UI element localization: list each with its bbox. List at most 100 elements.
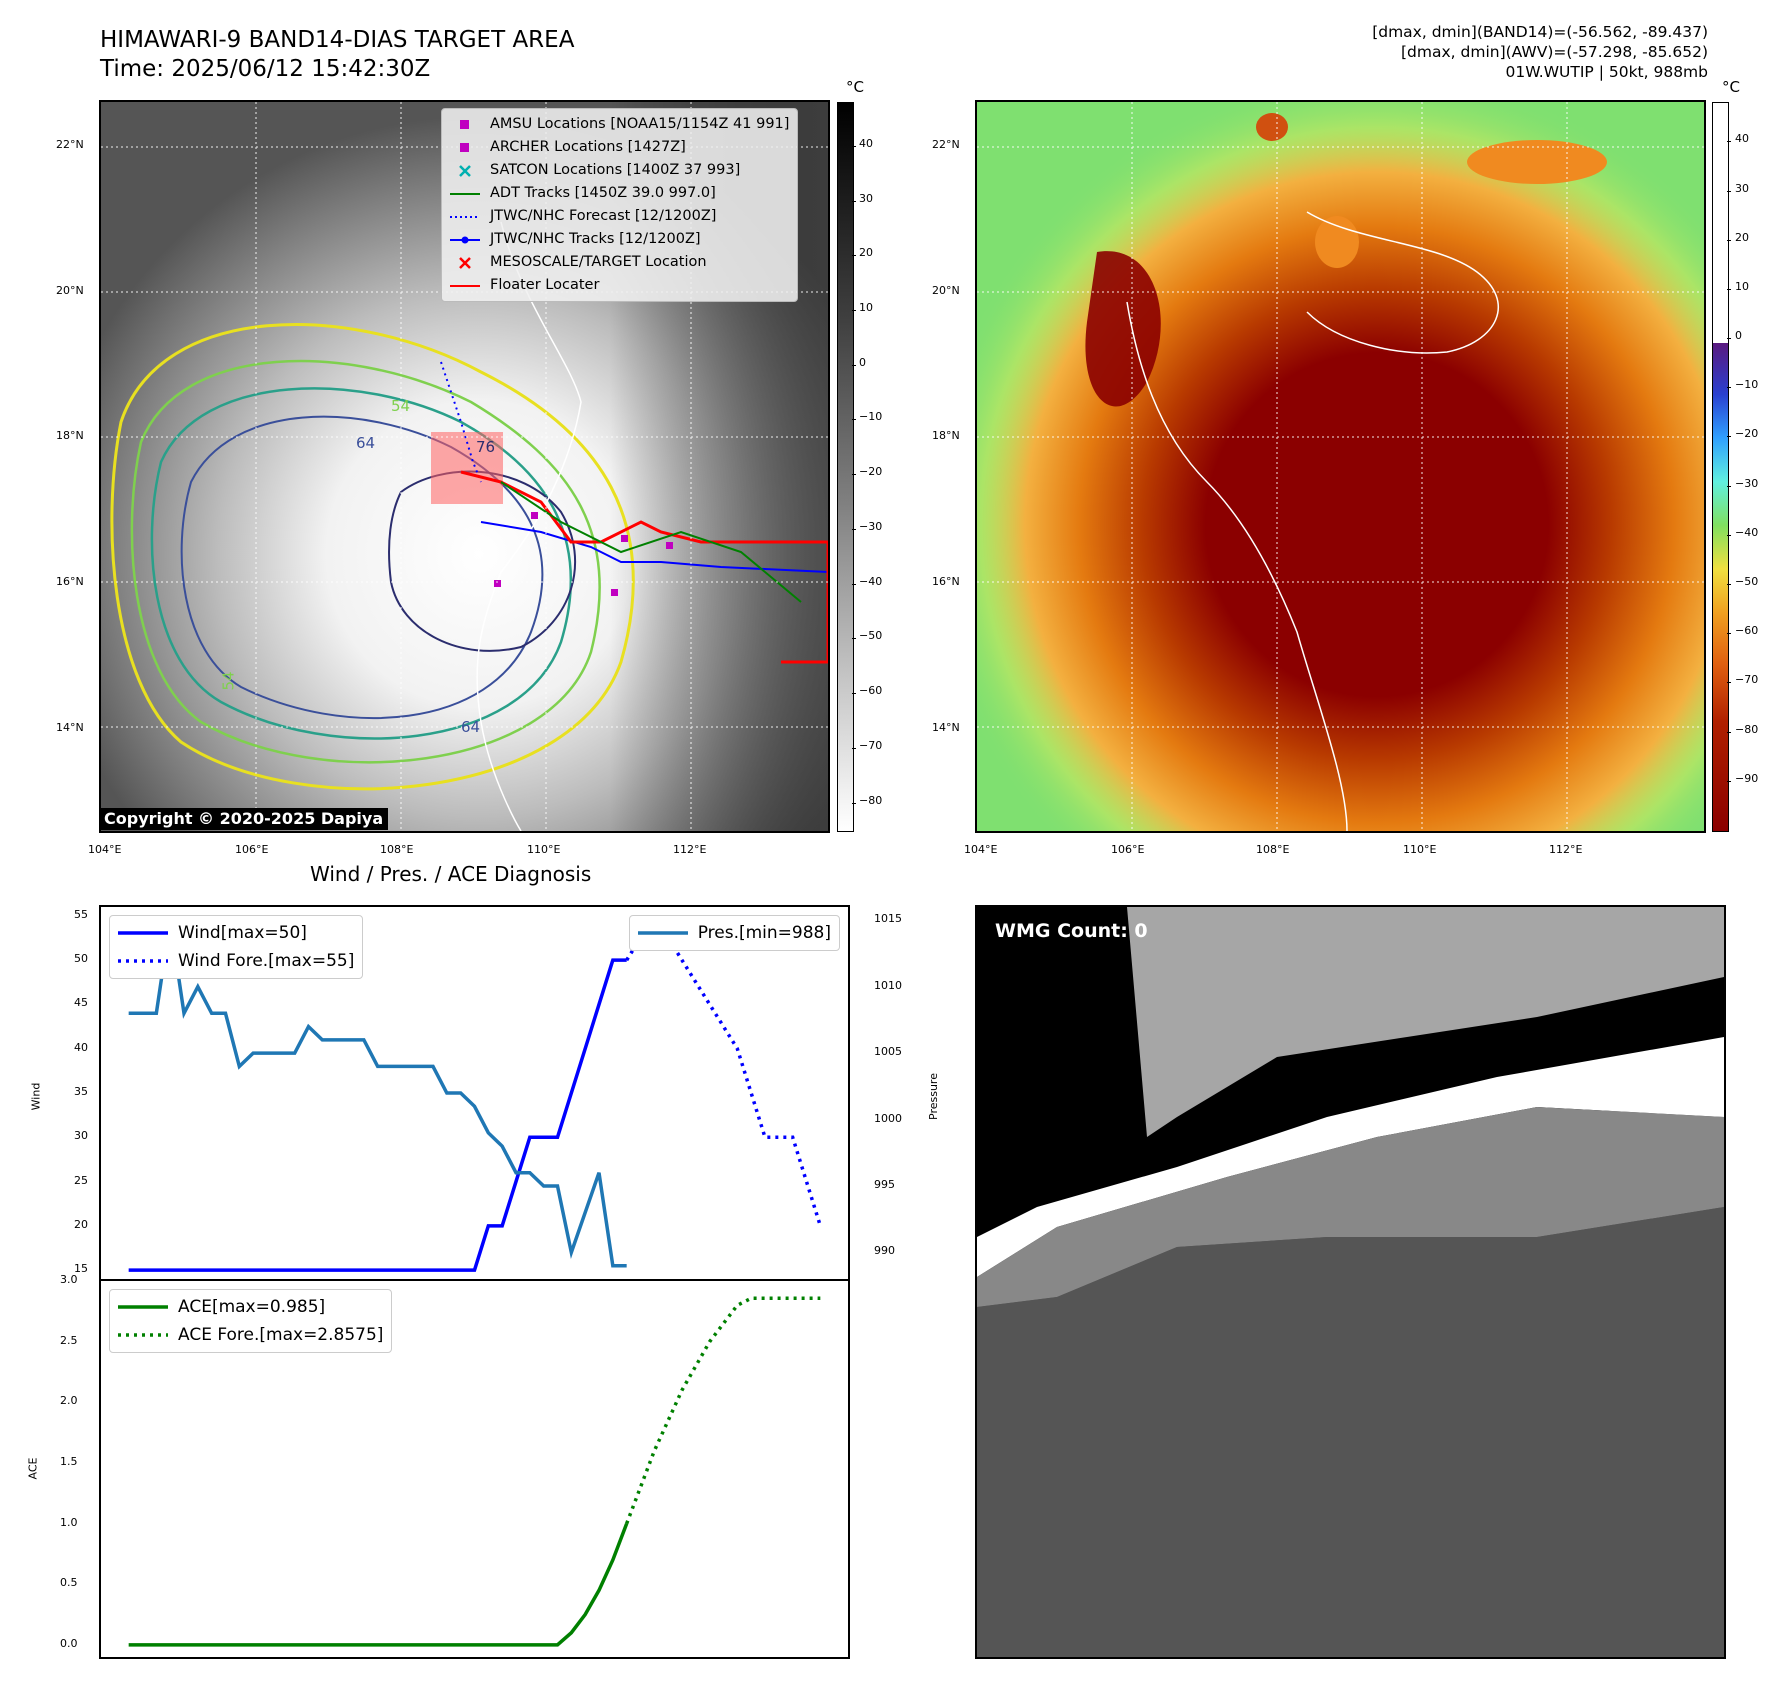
colorbar-tick xyxy=(1727,534,1731,536)
wind-tick-label: 45 xyxy=(74,996,88,1010)
colorbar-tick xyxy=(852,474,856,476)
info-line-1: [dmax, dmin](BAND14)=(-56.562, -89.437) xyxy=(1372,23,1708,41)
legend-item: Wind Fore.[max=55] xyxy=(118,947,354,975)
blue-dotted-line-icon xyxy=(118,951,168,971)
wind-tick-label: 55 xyxy=(74,907,88,921)
steelblue-line-icon xyxy=(637,923,688,943)
pressure-tick-label: 1010 xyxy=(874,978,902,992)
colorbar-tick-label: −70 xyxy=(859,738,883,752)
lat-label: 22°N xyxy=(56,138,84,151)
blue-line-icon xyxy=(118,923,168,943)
lat-label: 20°N xyxy=(932,284,960,297)
colorbar-tick-label: 10 xyxy=(1735,279,1749,293)
legend-item: Wind[max=50] xyxy=(118,919,354,947)
legend-item: ARCHER Locations [1427Z] xyxy=(450,136,789,159)
info-line-2: [dmax, dmin](AWV)=(-57.298, -85.652) xyxy=(1401,43,1708,61)
colorbar-tick xyxy=(1727,141,1731,143)
ir-colorbar xyxy=(837,102,854,832)
legend-item: JTWC/NHC Tracks [12/1200Z] xyxy=(450,228,789,251)
pressure-axis-label: Pressure xyxy=(926,1073,940,1120)
legend-item: ADT Tracks [1450Z 39.0 997.0] xyxy=(450,182,789,205)
colorbar-tick xyxy=(1727,633,1731,635)
lon-label: 104°E xyxy=(964,843,998,856)
legend-item: ACE[max=0.985] xyxy=(118,1293,383,1321)
colorbar-tick xyxy=(1727,338,1731,340)
series-line-2 xyxy=(128,920,627,1268)
wmg-count-label: WMG Count: 0 xyxy=(995,920,1148,942)
storm-info: [dmax, dmin](BAND14)=(-56.562, -89.437) … xyxy=(1372,22,1708,82)
magenta-square-icon xyxy=(450,138,480,158)
ir-map-panel: 54 64 76 54 64 AMSU Locations [NOAA15/11… xyxy=(99,100,830,833)
ace-tick-label: 3.0 xyxy=(60,1273,78,1286)
lat-label: 14°N xyxy=(932,721,960,734)
legend-item: Pres.[min=988] xyxy=(637,919,831,947)
colorbar-tick xyxy=(1727,780,1731,782)
lat-label: 16°N xyxy=(56,575,84,588)
map-legend: AMSU Locations [NOAA15/1154Z 41 991] ARC… xyxy=(441,108,799,302)
colorbar-tick xyxy=(1727,485,1731,487)
colorbar-tick-label: 30 xyxy=(859,191,873,205)
figure-title: HIMAWARI-9 BAND14-DIAS TARGET AREA Time:… xyxy=(100,26,574,84)
colorbar-tick-label: −80 xyxy=(859,793,883,807)
green-line-icon xyxy=(450,184,480,204)
wmg-panel xyxy=(975,905,1726,1659)
colorbar-tick xyxy=(852,310,856,311)
contour-label: 76 xyxy=(476,438,496,456)
lon-label: 106°E xyxy=(235,843,269,856)
lon-label: 106°E xyxy=(1111,843,1145,856)
wind-tick-label: 20 xyxy=(74,1217,88,1231)
colorbar-tick xyxy=(852,693,856,695)
pressure-tick-label: 995 xyxy=(874,1178,895,1191)
colorbar-tick-label: 40 xyxy=(1735,132,1749,146)
colorbar-tick xyxy=(1727,731,1731,733)
green-line-icon xyxy=(118,1297,168,1317)
awv-colorbar xyxy=(1712,102,1729,832)
colorbar-tick xyxy=(852,802,856,804)
colorbar-tick xyxy=(852,364,856,366)
colorbar-tick xyxy=(852,528,856,530)
lat-label: 18°N xyxy=(932,429,960,442)
legend-item: MESOSCALE/TARGET Location xyxy=(450,251,789,274)
lon-label: 110°E xyxy=(527,843,561,856)
colorbar-tick-label: −40 xyxy=(1735,525,1759,539)
colorbar-tick-label: 0 xyxy=(1735,329,1742,343)
colorbar-tick xyxy=(852,747,856,749)
colorbar-tick xyxy=(1727,288,1731,290)
colorbar-tick xyxy=(852,255,856,257)
colorbar-tick xyxy=(852,583,856,585)
lat-label: 16°N xyxy=(932,575,960,588)
cyan-x-icon xyxy=(450,161,480,181)
colorbar-tick xyxy=(1727,682,1731,684)
wind-tick-label: 50 xyxy=(74,952,88,966)
wind-tick-label: 35 xyxy=(74,1085,88,1098)
series-line-1 xyxy=(625,912,823,1227)
lon-label: 112°E xyxy=(673,843,707,856)
awv-map-image xyxy=(977,102,1704,831)
contour-label: 64 xyxy=(356,434,376,452)
series-line-0 xyxy=(128,958,627,1272)
colorbar-tick-label: −30 xyxy=(1735,476,1759,490)
ace-tick-label: 1.5 xyxy=(60,1454,78,1468)
colorbar-tick-label: 30 xyxy=(1735,181,1749,195)
awv-map-panel xyxy=(975,100,1706,833)
lon-label: 110°E xyxy=(1403,843,1437,856)
title-line-2: Time: 2025/06/12 15:42:30Z xyxy=(100,56,431,82)
copyright-label: Copyright © 2020-2025 Dapiya xyxy=(100,808,389,830)
colorbar-tick-label: 10 xyxy=(859,301,873,314)
contour-label: 54 xyxy=(391,397,411,415)
colorbar-tick-label: −50 xyxy=(859,629,883,643)
colorbar-tick xyxy=(1727,584,1731,586)
colorbar-tick xyxy=(1727,239,1731,241)
ace-tick-label: 2.5 xyxy=(60,1333,78,1347)
lon-label: 112°E xyxy=(1549,843,1583,856)
colorbar-tick-label: 0 xyxy=(859,355,866,369)
colorbar-tick xyxy=(1727,190,1731,192)
title-line-1: HIMAWARI-9 BAND14-DIAS TARGET AREA xyxy=(100,27,575,53)
colorbar-tick-label: −80 xyxy=(1735,722,1759,736)
lon-label: 108°E xyxy=(1256,843,1290,856)
legend-item: ACE Fore.[max=2.8575] xyxy=(118,1321,383,1349)
colorbar-tick-label: −60 xyxy=(859,684,883,698)
ace-tick-label: 0.0 xyxy=(60,1636,78,1650)
contour-label: 54 xyxy=(219,671,238,691)
wind-tick-label: 40 xyxy=(74,1040,88,1054)
